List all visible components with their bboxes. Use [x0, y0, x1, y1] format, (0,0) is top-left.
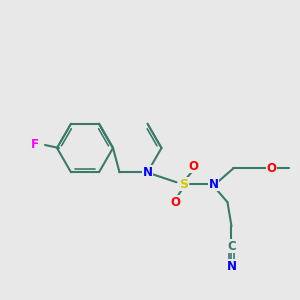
Text: N: N — [226, 260, 236, 273]
Text: O: O — [188, 160, 199, 173]
Text: O: O — [170, 196, 181, 209]
Text: C: C — [227, 240, 236, 253]
Text: S: S — [179, 178, 188, 191]
Text: F: F — [31, 137, 39, 151]
Text: O: O — [266, 162, 277, 175]
Text: N: N — [142, 166, 152, 179]
Text: N: N — [208, 178, 218, 191]
